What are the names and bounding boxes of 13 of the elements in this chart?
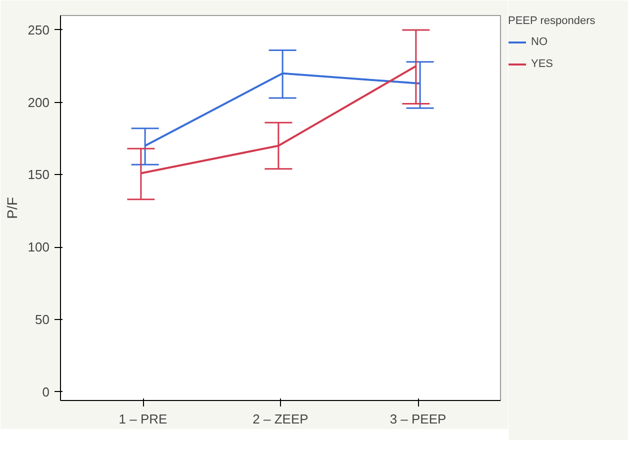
legend-label: YES	[531, 58, 554, 70]
y-tick-label: 50	[35, 312, 50, 327]
legend-title: PEEP responders	[508, 15, 596, 27]
x-tick-label: 2 – ZEEP	[252, 412, 308, 426]
y-tick-label: 100	[28, 240, 50, 255]
y-tick-label: 150	[28, 167, 50, 182]
y-axis-title: P/F	[4, 197, 20, 219]
legend-label: NO	[531, 36, 548, 48]
x-tick-label: 1 – PRE	[118, 412, 168, 426]
y-tick-label: 0	[42, 384, 50, 400]
x-tick-label: 3 – PEEP	[390, 412, 446, 426]
y-tick-label: 200	[28, 94, 50, 110]
y-tick-label: 250	[28, 22, 50, 38]
